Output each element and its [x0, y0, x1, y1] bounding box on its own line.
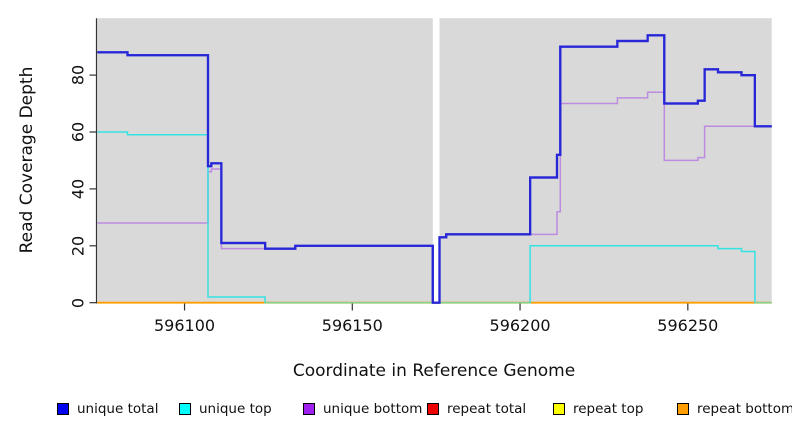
legend-item-unique-top: unique top: [179, 401, 272, 417]
legend-swatch-icon: [553, 403, 565, 415]
legend-item-repeat-total: repeat total: [427, 401, 526, 417]
legend-label: unique top: [199, 401, 272, 417]
legend-label: repeat top: [573, 401, 644, 417]
legend-item-repeat-bottom: repeat bottom: [677, 401, 792, 417]
x-tick-label: 596100: [153, 316, 216, 335]
legend-label: repeat bottom: [697, 401, 792, 417]
y-tick-label: 0: [68, 297, 88, 308]
legend-swatch-icon: [303, 403, 315, 415]
no-data-gap-band: [432, 17, 440, 304]
legend-label: repeat total: [447, 401, 527, 417]
x-axis-label: Coordinate in Reference Genome: [292, 361, 576, 381]
legend-swatch-icon: [677, 403, 689, 415]
y-axis-label: Read Coverage Depth: [17, 66, 37, 254]
legend-item-unique-total: unique total: [57, 401, 158, 417]
legend-item-unique-bottom: unique bottom: [303, 401, 422, 417]
legend-item-repeat-top: repeat top: [553, 401, 643, 417]
legend-swatch-icon: [427, 403, 439, 415]
x-tick-label: 596250: [657, 316, 719, 335]
y-tick-label: 60: [68, 121, 88, 143]
legend-label: unique total: [77, 401, 159, 417]
legend-label: unique bottom: [323, 401, 423, 417]
series-line-unique-top: [97, 131, 772, 304]
x-tick-label: 596150: [321, 316, 383, 335]
legend-swatch-icon: [179, 403, 191, 415]
series-line-unique-total-top: [97, 34, 772, 304]
y-tick-label: 80: [68, 64, 88, 86]
y-tick-label: 40: [68, 178, 88, 200]
y-tick-label: 20: [68, 235, 88, 256]
x-tick-label: 596200: [489, 316, 551, 335]
legend-swatch-icon: [57, 403, 69, 415]
